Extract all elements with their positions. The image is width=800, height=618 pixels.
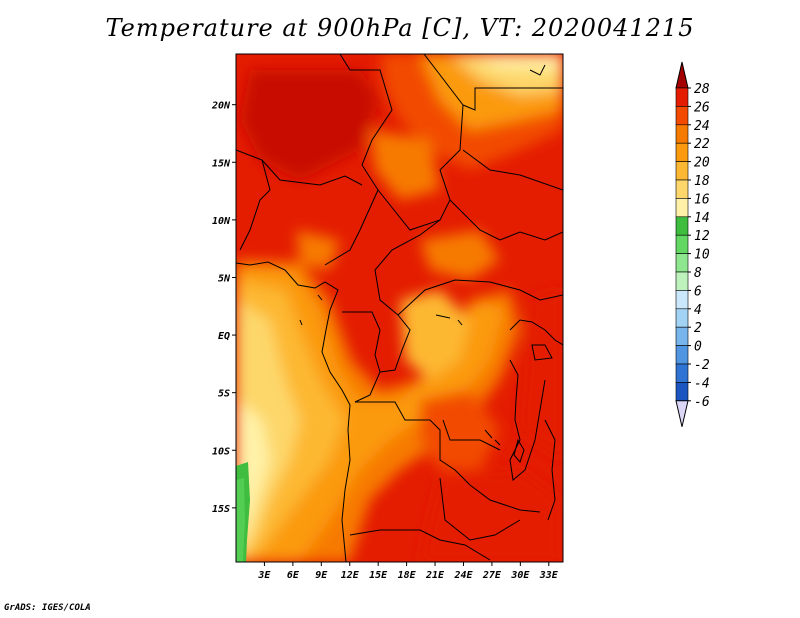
colorbar-label: 18 — [694, 174, 710, 189]
colorbar-label: 0 — [694, 340, 702, 355]
colorbar-swatch — [675, 142, 689, 162]
colorbar-swatch — [675, 234, 689, 254]
lon-tick-label: 6E — [287, 570, 300, 581]
lat-tick-label: 5S — [218, 389, 230, 400]
lon-tick-label: 3E — [257, 570, 271, 581]
lat-tick-label: 20N — [211, 101, 231, 112]
colorbar-swatch — [675, 198, 689, 218]
colorbar-label: 22 — [694, 137, 710, 152]
colorbar-swatch — [675, 124, 689, 144]
colorbar-label: 4 — [694, 303, 702, 318]
colorbar-swatch — [675, 290, 689, 310]
colorbar-label: 10 — [694, 248, 710, 263]
lat-tick-label: 15N — [212, 158, 231, 169]
colorbar-swatch — [675, 216, 689, 236]
colorbar-upper-triangle — [675, 61, 689, 89]
colorbar-label: 8 — [694, 266, 702, 281]
colorbar-swatch — [675, 345, 689, 365]
colorbar-label: -4 — [694, 376, 710, 391]
lon-tick-label: 21E — [425, 570, 445, 581]
colorbar-label: 24 — [694, 119, 710, 134]
colorbar-swatch — [675, 308, 689, 328]
colorbar-label: 16 — [694, 192, 710, 207]
lat-tick-label: EQ — [218, 331, 230, 342]
colorbar-swatch — [675, 363, 689, 383]
colorbar-swatch — [675, 161, 689, 181]
lat-tick-label: 15S — [212, 504, 230, 515]
colorbar-swatch — [675, 253, 689, 273]
lat-tick-label: 5N — [218, 273, 231, 284]
colorbar-swatch — [675, 382, 689, 402]
lon-tick-label: 9E — [315, 570, 328, 581]
colorbar-swatch — [675, 106, 689, 126]
latitude-axis: 20N 15N 10N 5N EQ 5S 10S 15S — [211, 101, 236, 515]
colorbar-label: 14 — [694, 211, 710, 226]
lon-tick-label: 33E — [539, 570, 559, 581]
lon-tick-label: 18E — [398, 570, 417, 581]
country-borders — [236, 54, 563, 562]
lon-tick-label: 15E — [369, 570, 388, 581]
colorbar-label: 20 — [694, 156, 710, 171]
map-frame — [235, 53, 564, 563]
lon-tick-label: 24E — [453, 570, 473, 581]
lat-tick-label: 10N — [212, 216, 231, 227]
colorbar-swatch — [675, 179, 689, 199]
chart-title: Temperature at 900hPa [C], VT: 202004121… — [105, 14, 695, 42]
colorbar-label: 26 — [694, 100, 710, 115]
colorbar-swatch — [675, 87, 689, 107]
colorbar-swatch — [675, 326, 689, 346]
longitude-axis: 3E 6E 9E 12E 15E 18E 21E 24E 27E 30E 33E — [257, 562, 559, 581]
colorbar-label: -6 — [694, 395, 710, 410]
temperature-field — [236, 54, 563, 562]
colorbar-swatch — [675, 271, 689, 291]
lat-tick-label: 10S — [212, 446, 230, 457]
colorbar-label: 28 — [694, 82, 710, 97]
lon-tick-label: 12E — [341, 570, 360, 581]
colorbar-label: 2 — [694, 321, 702, 336]
lon-tick-label: 27E — [482, 570, 502, 581]
colorbar-label: 12 — [694, 229, 710, 244]
grads-credit: GrADS: IGES/COLA — [4, 603, 91, 613]
colorbar-label: 6 — [694, 284, 702, 299]
colorbar-label: -2 — [694, 358, 710, 373]
colorbar-lower-triangle — [675, 400, 689, 427]
lon-tick-label: 30E — [510, 570, 530, 581]
